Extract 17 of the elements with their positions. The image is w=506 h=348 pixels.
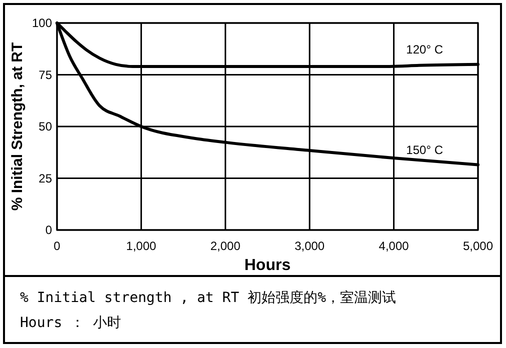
x-tick-label: 2,000 — [210, 239, 241, 253]
y-tick-label: 75 — [38, 68, 52, 82]
text: Hours ： 小时 — [20, 315, 122, 331]
y-axis-title: % Initial Strength, at RT — [9, 42, 26, 211]
x-axis-title: Hours — [244, 257, 291, 274]
x-tick-label: 4,000 — [378, 239, 410, 253]
y-tick-label: 0 — [45, 223, 52, 237]
y-tick-label: 50 — [38, 120, 52, 134]
x-tick-label: 1,000 — [126, 239, 157, 253]
y-tick-label: 25 — [38, 171, 52, 186]
series-label: 150° C — [406, 142, 444, 157]
series-label: 120° C — [406, 42, 444, 56]
x-tick-label: 0 — [54, 239, 61, 253]
x-tick-label: 3,000 — [294, 239, 325, 253]
x-tick-label: 5,000 — [462, 239, 494, 253]
y-tick-label: 100 — [32, 16, 52, 30]
text: % Initial strength , at RT 初始强度的%，室温测试 — [20, 290, 396, 306]
